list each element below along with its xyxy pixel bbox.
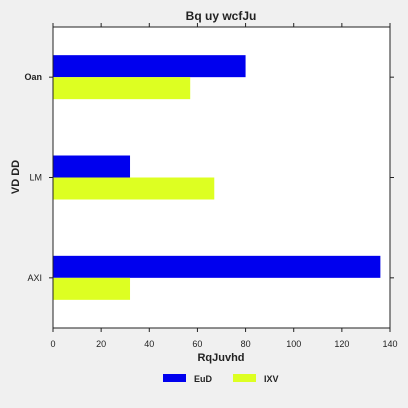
y-tick-label: Oan (24, 72, 42, 82)
x-tick-label: 60 (192, 339, 202, 349)
x-tick-label: 100 (286, 339, 301, 349)
x-tick-label: 120 (334, 339, 349, 349)
bar-IXV-LM (53, 177, 215, 200)
x-tick-label: 20 (96, 339, 106, 349)
legend-label-EuD: EuD (194, 374, 213, 384)
bars-group (53, 55, 381, 300)
bar-EuD-Oan (53, 55, 246, 78)
x-tick-label: 40 (144, 339, 154, 349)
ticks-group: Oan LM AXI 0 20 40 60 80 100 120 140 (24, 23, 398, 349)
x-tick-label: 140 (382, 339, 397, 349)
legend-swatch-IXV (233, 374, 256, 382)
x-tick-label: 80 (241, 339, 251, 349)
bar-IXV-Oan (53, 77, 191, 100)
legend: EuD IXV (163, 374, 279, 384)
x-tick-label: 0 (50, 339, 55, 349)
y-tick-label: AXI (27, 273, 42, 283)
bar-EuD-LM (53, 155, 131, 178)
legend-label-IXV: IXV (264, 374, 279, 384)
x-axis-label: RqJuvhd (197, 352, 244, 364)
legend-swatch-EuD (163, 374, 186, 382)
y-tick-label: LM (29, 173, 42, 183)
y-axis-label: VD DD (10, 160, 22, 194)
bar-IXV-AXI (53, 277, 131, 300)
chart-title: Bq uy wcfJu (186, 9, 257, 23)
bar-EuD-AXI (53, 255, 381, 278)
